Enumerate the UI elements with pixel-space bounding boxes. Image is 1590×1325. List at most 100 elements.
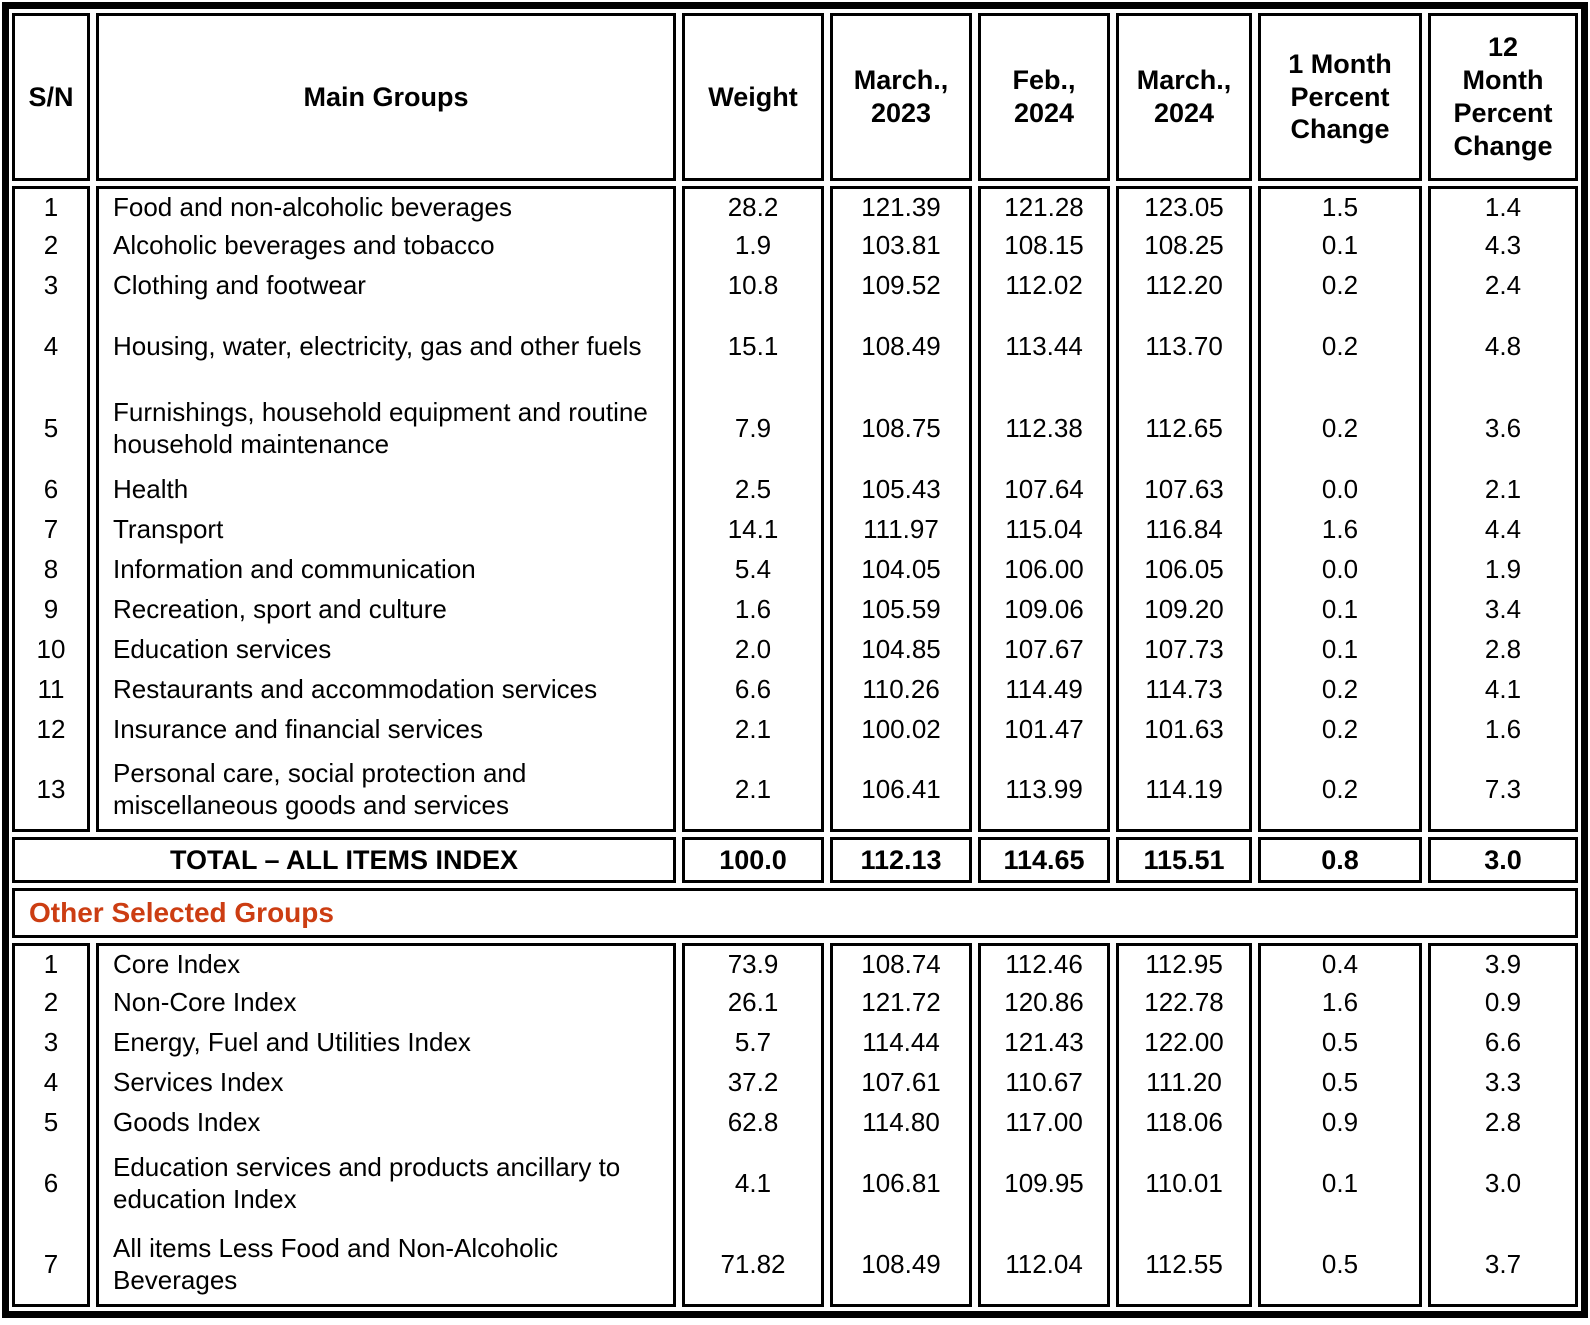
cell-1-month-change: 0.1 <box>1258 590 1422 630</box>
cell-group-name: Education services and products ancillar… <box>96 1143 676 1225</box>
cell-march-2024: 110.01 <box>1116 1143 1252 1225</box>
table-row: 8 Information and communication 5.4 104.… <box>12 550 1578 590</box>
cell-march-2024: 118.06 <box>1116 1103 1252 1143</box>
cell-march-2023: 114.80 <box>830 1103 972 1143</box>
cell-1-month-change: 0.2 <box>1258 266 1422 306</box>
cell-weight: 1.9 <box>682 226 824 266</box>
table-row: 1 Food and non-alcoholic beverages 28.2 … <box>12 186 1578 226</box>
cell-sn: 1 <box>12 943 90 983</box>
cell-group-name: Clothing and footwear <box>96 266 676 306</box>
column-header-feb-2024: Feb., 2024 <box>978 13 1110 181</box>
cell-12-month-change: 4.1 <box>1428 670 1578 710</box>
cell-12-month-change: 3.4 <box>1428 590 1578 630</box>
total-1-month-change: 0.8 <box>1258 837 1422 883</box>
cell-12-month-change: 1.4 <box>1428 186 1578 226</box>
cell-sn: 9 <box>12 590 90 630</box>
cell-feb-2024: 112.04 <box>978 1225 1110 1307</box>
cell-march-2023: 107.61 <box>830 1063 972 1103</box>
cell-march-2024: 108.25 <box>1116 226 1252 266</box>
total-section: TOTAL – ALL ITEMS INDEX 100.0 112.13 114… <box>12 837 1578 883</box>
cell-march-2024: 106.05 <box>1116 550 1252 590</box>
cell-1-month-change: 0.2 <box>1258 670 1422 710</box>
cell-group-name: Information and communication <box>96 550 676 590</box>
cell-12-month-change: 6.6 <box>1428 1023 1578 1063</box>
cell-1-month-change: 0.2 <box>1258 710 1422 750</box>
cell-feb-2024: 113.44 <box>978 306 1110 388</box>
table-row: 7 Transport 14.1 111.97 115.04 116.84 1.… <box>12 510 1578 550</box>
cell-feb-2024: 115.04 <box>978 510 1110 550</box>
column-header-march-2024: March., 2024 <box>1116 13 1252 181</box>
cell-feb-2024: 114.49 <box>978 670 1110 710</box>
cell-sn: 7 <box>12 1225 90 1307</box>
cell-feb-2024: 107.64 <box>978 470 1110 510</box>
main-groups-section: 1 Food and non-alcoholic beverages 28.2 … <box>12 186 1578 832</box>
table-row: 12 Insurance and financial services 2.1 … <box>12 710 1578 750</box>
cell-12-month-change: 3.3 <box>1428 1063 1578 1103</box>
table-row: 5 Furnishings, household equipment and r… <box>12 388 1578 470</box>
cell-march-2023: 105.43 <box>830 470 972 510</box>
cell-feb-2024: 121.28 <box>978 186 1110 226</box>
cell-feb-2024: 120.86 <box>978 983 1110 1023</box>
cell-feb-2024: 110.67 <box>978 1063 1110 1103</box>
header-row: S/N Main Groups Weight March., 2023 Feb.… <box>12 13 1578 181</box>
cell-group-name: Alcoholic beverages and tobacco <box>96 226 676 266</box>
cell-1-month-change: 0.4 <box>1258 943 1422 983</box>
table-row: 1 Core Index 73.9 108.74 112.46 112.95 0… <box>12 943 1578 983</box>
cell-sn: 13 <box>12 750 90 832</box>
cell-weight: 7.9 <box>682 388 824 470</box>
table-row: 4 Services Index 37.2 107.61 110.67 111.… <box>12 1063 1578 1103</box>
cell-sn: 11 <box>12 670 90 710</box>
cell-march-2024: 114.19 <box>1116 750 1252 832</box>
cell-march-2023: 109.52 <box>830 266 972 306</box>
cell-12-month-change: 4.4 <box>1428 510 1578 550</box>
cell-march-2023: 108.75 <box>830 388 972 470</box>
table-row: 10 Education services 2.0 104.85 107.67 … <box>12 630 1578 670</box>
cell-feb-2024: 117.00 <box>978 1103 1110 1143</box>
cell-sn: 4 <box>12 1063 90 1103</box>
cell-feb-2024: 108.15 <box>978 226 1110 266</box>
cell-weight: 2.1 <box>682 710 824 750</box>
cell-group-name: All items Less Food and Non-Alcoholic Be… <box>96 1225 676 1307</box>
total-weight: 100.0 <box>682 837 824 883</box>
column-header-march-2023: March., 2023 <box>830 13 972 181</box>
cell-feb-2024: 106.00 <box>978 550 1110 590</box>
cell-march-2023: 105.59 <box>830 590 972 630</box>
cell-12-month-change: 2.8 <box>1428 1103 1578 1143</box>
cell-1-month-change: 0.1 <box>1258 630 1422 670</box>
cell-feb-2024: 113.99 <box>978 750 1110 832</box>
cell-sn: 7 <box>12 510 90 550</box>
table-row: 11 Restaurants and accommodation service… <box>12 670 1578 710</box>
cell-weight: 4.1 <box>682 1143 824 1225</box>
cell-weight: 73.9 <box>682 943 824 983</box>
cell-weight: 37.2 <box>682 1063 824 1103</box>
cell-sn: 1 <box>12 186 90 226</box>
other-groups-banner: Other Selected Groups <box>12 888 1578 938</box>
table-row: 9 Recreation, sport and culture 1.6 105.… <box>12 590 1578 630</box>
cell-weight: 6.6 <box>682 670 824 710</box>
cell-12-month-change: 7.3 <box>1428 750 1578 832</box>
table-row: 13 Personal care, social protection and … <box>12 750 1578 832</box>
cell-march-2023: 114.44 <box>830 1023 972 1063</box>
cell-march-2024: 112.55 <box>1116 1225 1252 1307</box>
cell-weight: 62.8 <box>682 1103 824 1143</box>
cell-feb-2024: 101.47 <box>978 710 1110 750</box>
column-header-weight: Weight <box>682 13 824 181</box>
table-row: 6 Education services and products ancill… <box>12 1143 1578 1225</box>
table-row: 2 Non-Core Index 26.1 121.72 120.86 122.… <box>12 983 1578 1023</box>
cell-sn: 5 <box>12 1103 90 1143</box>
cell-group-name: Transport <box>96 510 676 550</box>
cell-march-2024: 101.63 <box>1116 710 1252 750</box>
cell-weight: 5.4 <box>682 550 824 590</box>
cell-sn: 8 <box>12 550 90 590</box>
table-row: 5 Goods Index 62.8 114.80 117.00 118.06 … <box>12 1103 1578 1143</box>
cell-12-month-change: 4.8 <box>1428 306 1578 388</box>
cell-group-name: Food and non-alcoholic beverages <box>96 186 676 226</box>
cell-weight: 26.1 <box>682 983 824 1023</box>
cell-feb-2024: 107.67 <box>978 630 1110 670</box>
cell-weight: 2.0 <box>682 630 824 670</box>
cell-march-2023: 108.49 <box>830 306 972 388</box>
cell-march-2024: 112.20 <box>1116 266 1252 306</box>
cell-march-2024: 109.20 <box>1116 590 1252 630</box>
cell-march-2024: 122.00 <box>1116 1023 1252 1063</box>
cell-feb-2024: 112.02 <box>978 266 1110 306</box>
